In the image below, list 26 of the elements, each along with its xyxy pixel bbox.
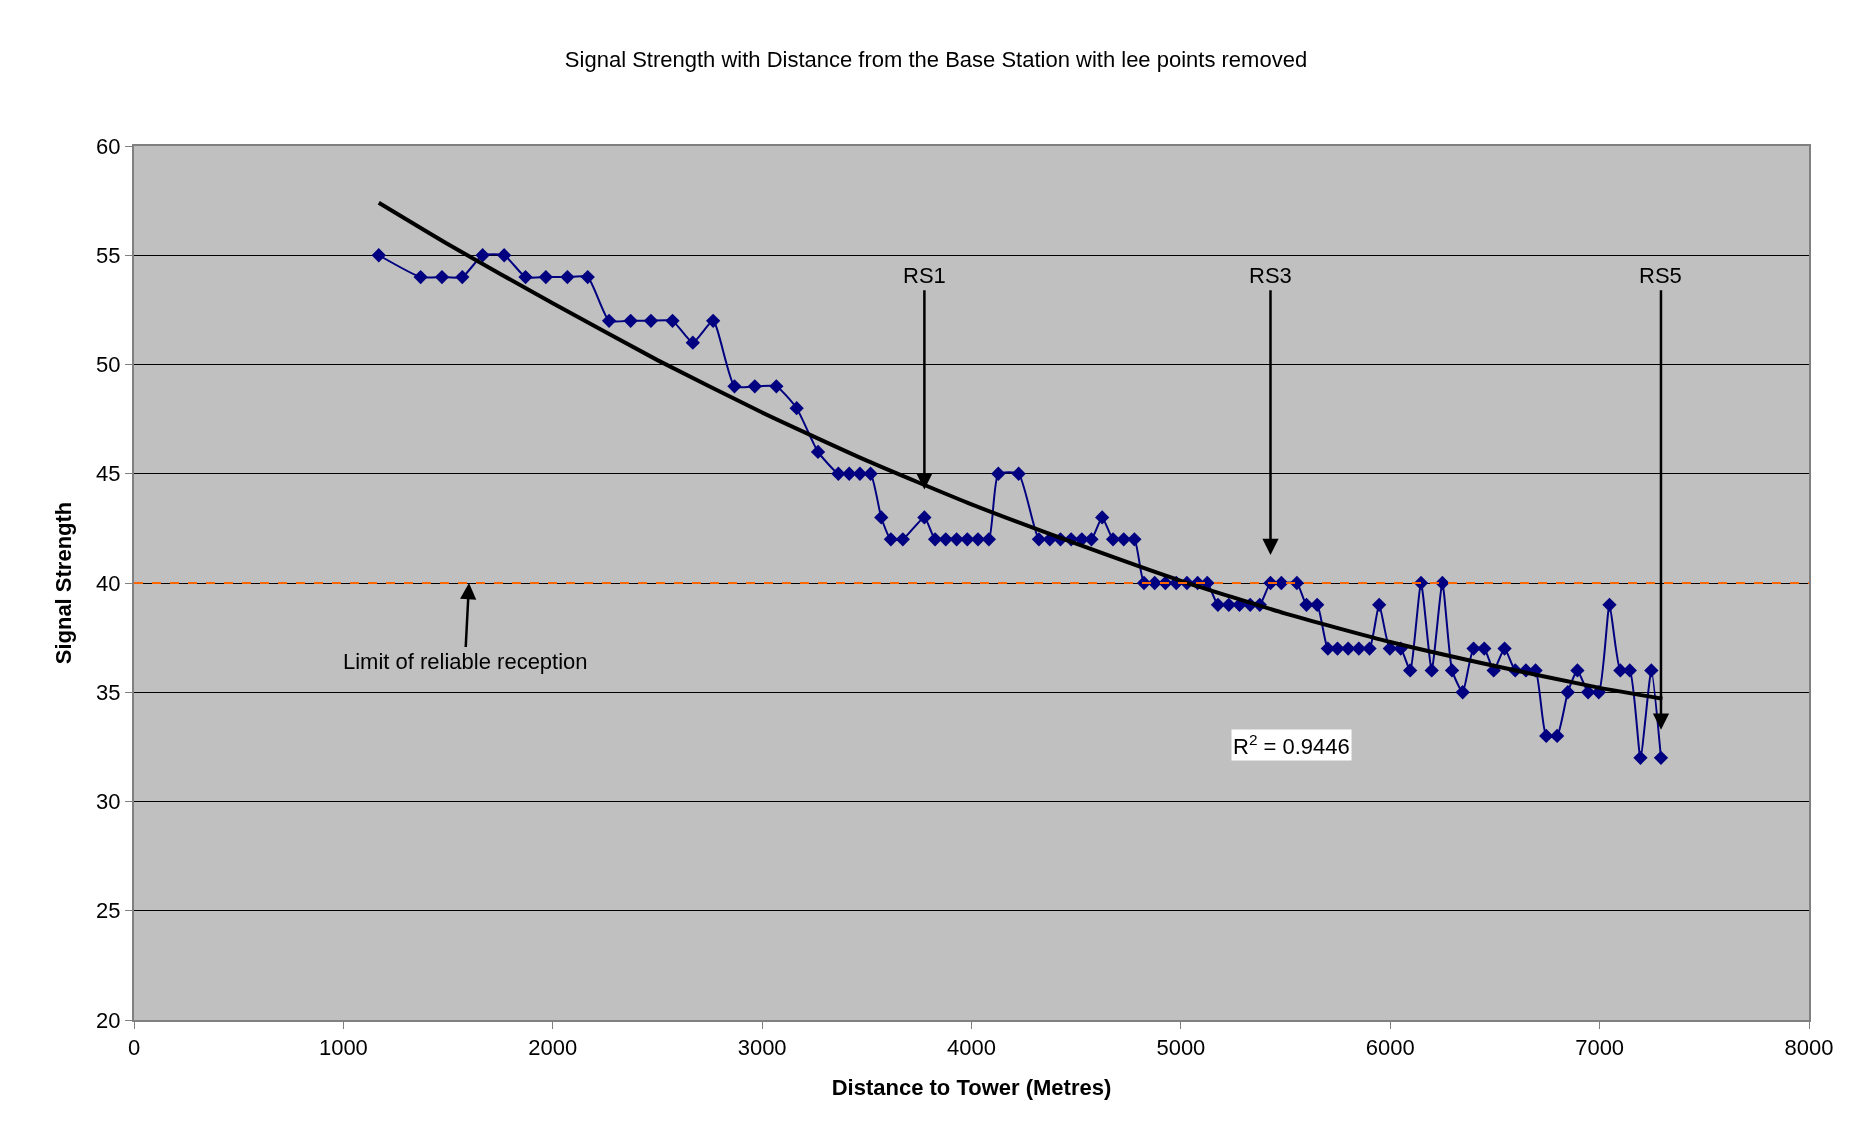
y-tick-label: 40 bbox=[96, 570, 121, 596]
y-tick-label: 45 bbox=[96, 461, 121, 487]
x-tick-label: 5000 bbox=[1156, 1035, 1206, 1061]
y-tick-label: 55 bbox=[96, 242, 121, 268]
annotation: RS5 bbox=[1639, 263, 1682, 288]
x-tick-label: 2000 bbox=[528, 1035, 578, 1061]
x-tick-label: 4000 bbox=[947, 1035, 996, 1061]
annotation: RS3 bbox=[1249, 263, 1292, 288]
chart-title: Signal Strength with Distance from the Base Station with lee points removed bbox=[564, 47, 1308, 73]
y-tick-label: 20 bbox=[96, 1007, 121, 1033]
x-tick-label: 8000 bbox=[1784, 1035, 1834, 1061]
x-axis-title: Distance to Tower (Metres) bbox=[831, 1074, 1112, 1100]
x-tick-label: 7000 bbox=[1575, 1035, 1625, 1061]
annotation: RS1 bbox=[903, 263, 946, 288]
annotation: Limit of reliable reception bbox=[343, 649, 588, 674]
annotation: R$^{2}$ = 0.9446 bbox=[1233, 731, 1350, 760]
x-tick-label: 3000 bbox=[737, 1035, 787, 1061]
y-axis-title: Signal Strength bbox=[51, 501, 77, 665]
y-tick-label: 25 bbox=[96, 898, 121, 924]
y-tick-label: 60 bbox=[96, 133, 121, 159]
y-tick-label: 50 bbox=[96, 352, 121, 378]
y-tick-label: 35 bbox=[96, 679, 121, 705]
x-tick-label: 0 bbox=[127, 1035, 141, 1061]
x-tick-label: 1000 bbox=[318, 1035, 368, 1061]
y-tick-label: 30 bbox=[96, 789, 121, 815]
x-tick-label: 6000 bbox=[1365, 1035, 1415, 1061]
